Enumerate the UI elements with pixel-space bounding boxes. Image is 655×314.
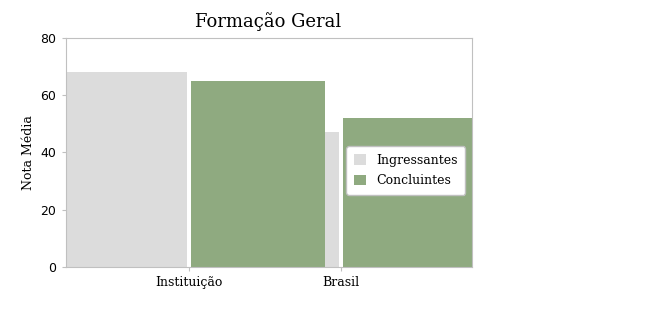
Bar — [343, 118, 477, 267]
Bar — [53, 72, 187, 267]
Bar — [191, 81, 325, 267]
Legend: Ingressantes, Concluintes: Ingressantes, Concluintes — [346, 146, 465, 195]
Title: Formação Geral: Formação Geral — [195, 12, 342, 30]
Y-axis label: Nota Média: Nota Média — [22, 115, 35, 190]
Bar — [205, 132, 339, 267]
